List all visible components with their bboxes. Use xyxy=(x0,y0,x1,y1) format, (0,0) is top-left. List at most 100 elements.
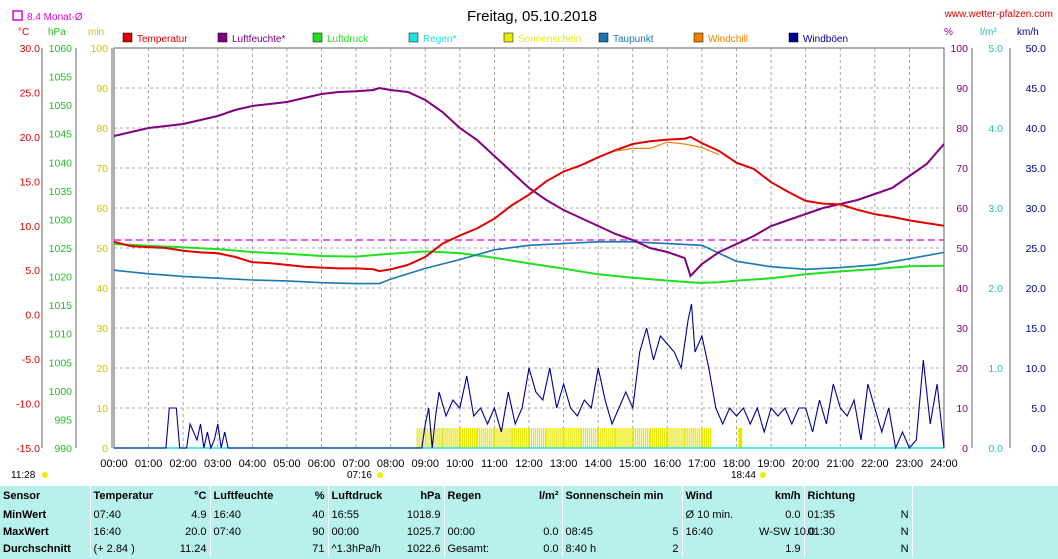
wind-tick-label: 25.0 xyxy=(1026,243,1047,255)
sunshine-bar xyxy=(562,428,564,448)
site-link[interactable]: www.wetter-pfalzen.com xyxy=(944,9,1053,20)
sunshine-bar xyxy=(529,428,531,448)
stats-cell: Gesamt: xyxy=(443,540,518,557)
sunshine-bar xyxy=(658,428,660,448)
x-tick-label: 20:00 xyxy=(792,458,820,470)
stats-header-rain: Regen xyxy=(443,486,518,506)
stats-cell: Ø 10 min. xyxy=(681,506,757,523)
stats-cell: 00:00 xyxy=(327,523,402,540)
sunshine-bar xyxy=(481,428,483,448)
minutes-tick-label: 100 xyxy=(90,43,108,55)
humidity-tick-label: 50 xyxy=(956,243,968,255)
sunshine-bar xyxy=(580,428,583,448)
series-line-taupunkt xyxy=(113,241,945,285)
stats-cell: 16:55 xyxy=(327,506,402,523)
stats-cell: 1018.9 xyxy=(406,508,441,521)
sunshine-bar xyxy=(523,428,525,448)
monat-avg-label: 8.4 Monat-Ø xyxy=(27,12,83,23)
sunshine-bar xyxy=(681,428,683,448)
sunshine-bar xyxy=(584,428,587,448)
sunshine-bar xyxy=(433,428,435,448)
sunshine-bar xyxy=(606,428,608,448)
sunshine-bar xyxy=(513,428,515,448)
x-tick-label: 12:00 xyxy=(515,458,543,470)
sunshine-bar xyxy=(461,428,464,448)
sunshine-bar xyxy=(558,428,560,448)
sunshine-bar xyxy=(696,428,698,448)
sunshine-bar xyxy=(456,428,458,448)
sunshine-bar xyxy=(683,428,685,448)
sunshine-bar xyxy=(669,428,671,448)
series-line-temperatur xyxy=(113,135,945,273)
stats-header-rain-unit: l/m² xyxy=(538,490,559,502)
sunshine-bar xyxy=(465,428,468,448)
legend-label: Luftfeuchte* xyxy=(232,34,285,45)
pressure-tick-label: 1030 xyxy=(49,214,73,226)
x-tick-label: 18:00 xyxy=(723,458,751,470)
sunshine-bar xyxy=(437,428,439,448)
site-link-text[interactable]: www.wetter-pfalzen.com xyxy=(944,9,1053,20)
sunshine-bar xyxy=(483,428,485,448)
rain-tick-label: 0.0 xyxy=(988,443,1003,455)
sunshine-bar xyxy=(479,428,481,448)
legend-swatch xyxy=(122,32,133,43)
x-tick-label: 01:00 xyxy=(135,458,163,470)
temp-tick-label: 25.0 xyxy=(20,87,41,99)
x-tick-label: 14:00 xyxy=(584,458,612,470)
stats-cell: N xyxy=(900,508,909,521)
wind-tick-label: 15.0 xyxy=(1026,323,1047,335)
sunshine-bar xyxy=(485,428,487,448)
x-tick-label: 19:00 xyxy=(757,458,785,470)
sunshine-bar xyxy=(467,428,470,448)
sunshine-bar xyxy=(677,428,679,448)
sunshine-bar xyxy=(506,428,508,448)
sunshine-bar xyxy=(612,428,614,448)
sunshine-bar xyxy=(458,428,460,448)
sunshine-bar xyxy=(592,428,595,448)
wind-tick-label: 40.0 xyxy=(1026,123,1047,135)
sunshine-bar xyxy=(525,428,527,448)
stats-cell: 8:40 h xyxy=(561,540,636,557)
unit-min: min xyxy=(88,27,104,38)
sunshine-bar xyxy=(567,428,569,448)
sunshine-bar xyxy=(673,428,675,448)
legend-label: Taupunkt xyxy=(613,34,654,45)
legend-label: Windböen xyxy=(803,34,848,45)
stats-header-press-unit: hPa xyxy=(420,490,441,502)
stats-row-label: MinWert xyxy=(3,508,47,521)
wind-tick-label: 50.0 xyxy=(1026,43,1047,55)
stats-header-sun: Sonnenschein min xyxy=(561,486,683,506)
pressure-tick-label: 1035 xyxy=(49,186,73,198)
pressure-tick-label: 1025 xyxy=(49,243,73,255)
sunshine-bar xyxy=(590,428,593,448)
sunshine-bar xyxy=(435,428,437,448)
x-tick-label: 09:00 xyxy=(411,458,439,470)
sunshine-bar xyxy=(615,428,617,448)
sunshine-bar xyxy=(545,428,547,448)
sunshine-bar xyxy=(594,428,597,448)
sunshine-bar xyxy=(646,428,648,448)
temp-tick-label: -15.0 xyxy=(16,443,40,455)
sunshine-bar xyxy=(675,428,677,448)
sunshine-bar xyxy=(701,428,704,448)
series-line-luftfeuchte xyxy=(113,86,945,278)
unit-lm2: l/m² xyxy=(980,27,997,38)
stats-cell: 01:30 xyxy=(803,523,881,540)
minutes-tick-label: 0 xyxy=(102,443,108,455)
sunshine-bar xyxy=(491,428,493,448)
sunshine-bar xyxy=(569,428,571,448)
sunshine-bar xyxy=(634,428,636,448)
humidity-tick-label: 70 xyxy=(956,163,968,175)
sunshine-bar xyxy=(650,428,652,448)
sunshine-bar xyxy=(565,428,567,448)
legend-label: Windchill xyxy=(708,34,748,45)
sunshine-bar xyxy=(450,428,452,448)
stats-row-min: MinWert 07:40 4.9 16:40 40 16:55 1018.9 … xyxy=(0,506,1058,523)
sunshine-bar xyxy=(477,428,479,448)
pressure-tick-label: 1050 xyxy=(49,100,73,112)
pressure-tick-label: 1060 xyxy=(49,43,73,55)
stats-cell: 20.0 xyxy=(185,525,207,538)
sunshine-bar xyxy=(494,428,496,448)
sunshine-bar xyxy=(577,428,579,448)
legend-swatch xyxy=(312,32,323,43)
